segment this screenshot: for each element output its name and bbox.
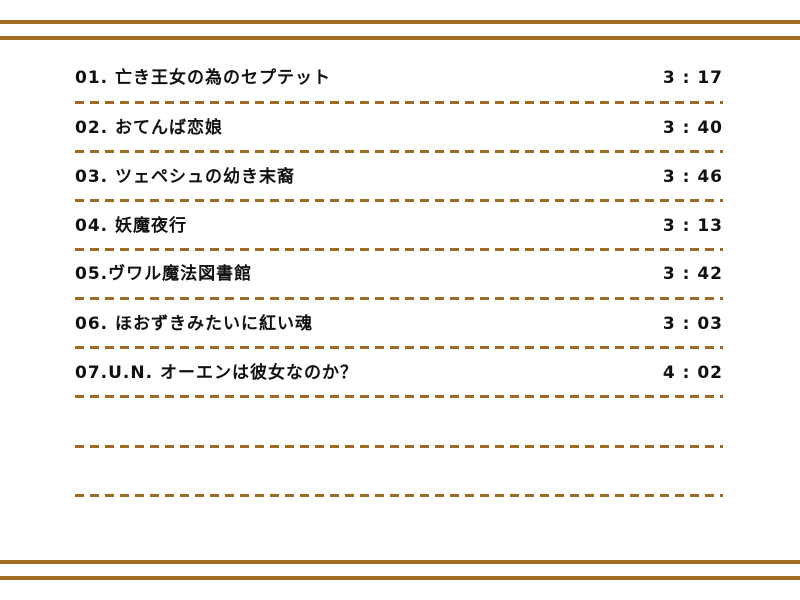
track-title: 04. 妖魔夜行 — [75, 216, 188, 236]
track-title: 03. ツェペシュの幼き末裔 — [75, 167, 296, 187]
track-row: 02. おてんば恋娘 3 : 40 — [75, 118, 723, 167]
dashed-divider — [75, 346, 723, 349]
track-row: 05.ヴワル魔法図書館 3 : 42 — [75, 264, 723, 313]
track-duration: 3 : 13 — [662, 216, 723, 236]
top-rule-2 — [0, 36, 800, 40]
dashed-divider — [75, 150, 723, 153]
dashed-divider — [75, 395, 723, 398]
track-duration: 3 : 03 — [662, 314, 723, 334]
track-title: 07.U.N. オーエンは彼女なのか？ — [75, 363, 358, 383]
track-title: 05.ヴワル魔法図書館 — [75, 264, 253, 284]
track-title: 02. おてんば恋娘 — [75, 118, 224, 138]
dashed-divider — [75, 494, 723, 497]
track-duration: 3 : 42 — [662, 264, 723, 284]
track-row: 04. 妖魔夜行 3 : 13 — [75, 216, 723, 265]
track-title: 01. 亡き王女の為のセプテット — [75, 68, 332, 88]
track-duration: 3 : 40 — [662, 118, 723, 138]
track-duration: 4 : 02 — [662, 363, 723, 383]
track-title: 06. ほおずきみたいに紅い魂 — [75, 314, 314, 334]
track-row: 07.U.N. オーエンは彼女なのか？ 4 : 02 — [75, 363, 723, 412]
track-duration: 3 : 46 — [662, 167, 723, 187]
dashed-divider — [75, 101, 723, 104]
bottom-rule-2 — [0, 576, 800, 580]
dashed-divider — [75, 199, 723, 202]
dashed-divider — [75, 445, 723, 448]
track-duration: 3 : 17 — [662, 68, 723, 88]
bottom-rule-1 — [0, 560, 800, 564]
track-row: 06. ほおずきみたいに紅い魂 3 : 03 — [75, 314, 723, 363]
dashed-divider — [75, 297, 723, 300]
dashed-divider — [75, 248, 723, 251]
track-row: 01. 亡き王女の為のセプテット 3 : 17 — [75, 68, 723, 117]
top-rule-1 — [0, 20, 800, 24]
track-row: 03. ツェペシュの幼き末裔 3 : 46 — [75, 167, 723, 216]
